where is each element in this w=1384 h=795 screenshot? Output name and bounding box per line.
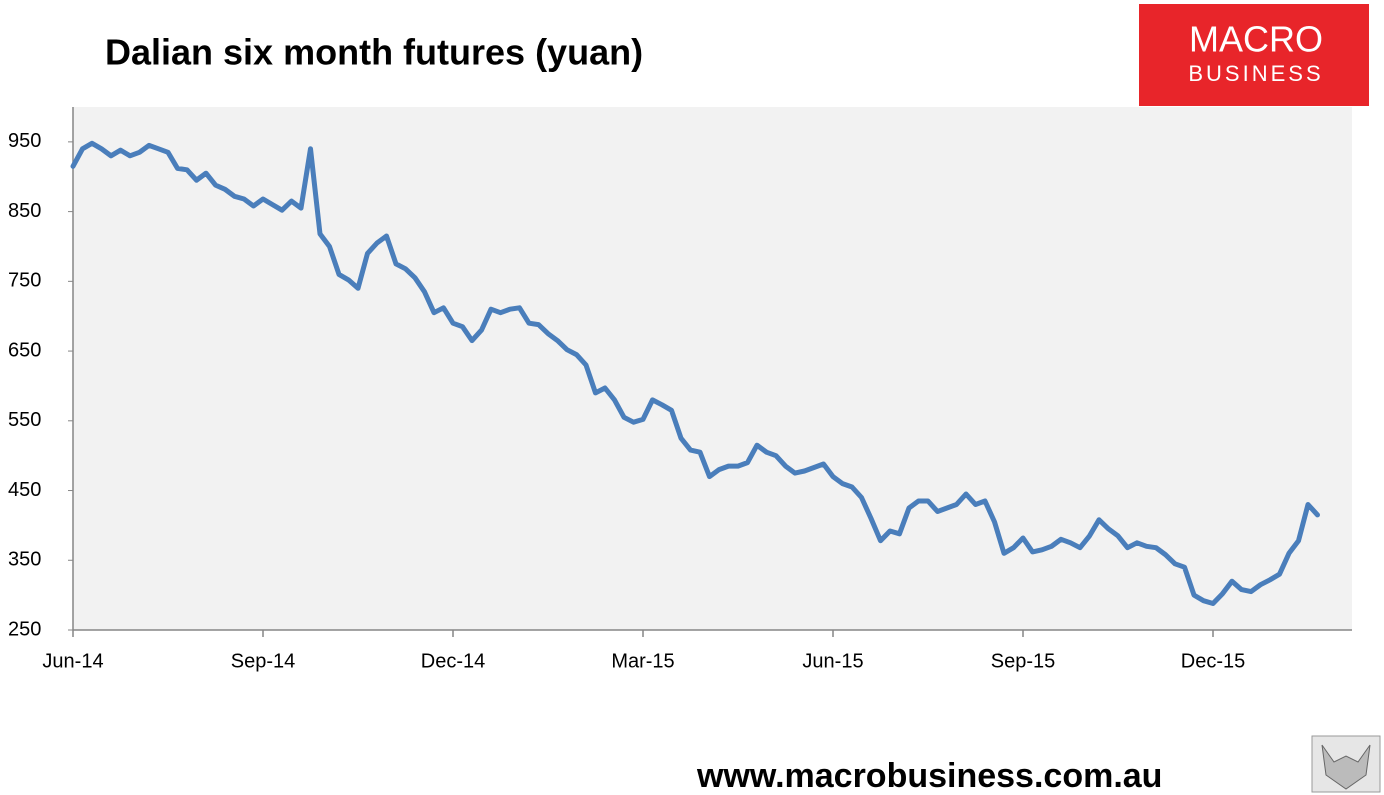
logo-box: [1139, 4, 1369, 106]
x-tick-label: Mar-15: [611, 650, 674, 672]
x-tick-label: Sep-14: [231, 650, 296, 672]
y-tick-label: 850: [8, 200, 41, 222]
x-tick-label: Dec-14: [421, 650, 485, 672]
y-tick-label: 350: [8, 549, 41, 571]
y-tick-label: 450: [8, 479, 41, 501]
y-tick-label: 650: [8, 339, 41, 361]
x-tick-label: Jun-15: [802, 650, 863, 672]
x-tick-label: Dec-15: [1181, 650, 1245, 672]
x-tick-label: Sep-15: [991, 650, 1056, 672]
y-tick-label: 550: [8, 409, 41, 431]
fox-logo-drawing: [1321, 744, 1371, 790]
data-line: [70, 140, 1320, 606]
x-tick-label: Jun-14: [42, 650, 103, 672]
logo-text: MACRO: [1189, 19, 1323, 60]
footer-url: www.macrobusiness.com.au: [696, 757, 1162, 795]
y-tick-label: 750: [8, 270, 41, 292]
y-tick-label: 950: [8, 130, 41, 152]
chart-title: Dalian six month futures (yuan): [105, 32, 643, 73]
logo-text: BUSINESS: [1188, 61, 1323, 86]
y-tick-label: 250: [8, 618, 41, 640]
